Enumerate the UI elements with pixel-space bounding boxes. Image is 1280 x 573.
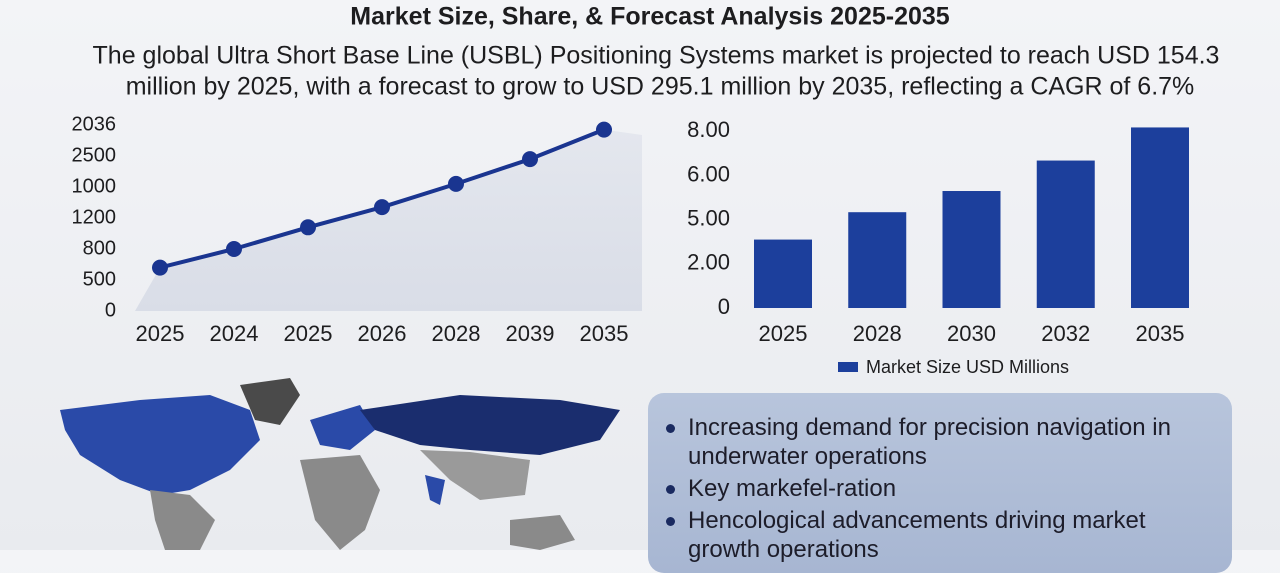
x-tick-label: 2028 <box>853 321 902 346</box>
y-tick-label: 2036 <box>72 113 117 135</box>
x-tick-label: 2025 <box>284 321 333 346</box>
x-tick-label: 2035 <box>580 321 629 346</box>
y-tick-label: 1000 <box>72 175 117 197</box>
y-tick-label: 0 <box>718 294 730 319</box>
legend-label: Market Size USD Millions <box>866 357 1069 377</box>
point <box>374 199 390 216</box>
y-tick-label: 500 <box>83 268 116 290</box>
bullet-list: Increasing demand for precision navigati… <box>666 413 1202 564</box>
bar <box>848 212 907 308</box>
y-tick-label: 2.00 <box>687 250 730 275</box>
bar <box>1036 160 1095 308</box>
map-russia <box>360 395 620 455</box>
map-africa <box>300 455 380 550</box>
x-tick-label: 2032 <box>1041 321 1090 346</box>
x-tick-label: 2039 <box>506 321 555 346</box>
y-tick-label: 5.00 <box>687 206 730 231</box>
x-tick-label: 2025 <box>759 321 808 346</box>
y-tick-label: 6.00 <box>687 161 730 186</box>
map-australia <box>510 515 575 550</box>
subtitle: The global Ultra Short Base Line (USBL) … <box>93 42 1220 70</box>
x-tick-label: 2024 <box>210 321 259 346</box>
y-tick-label: 1200 <box>72 206 117 228</box>
point <box>300 219 316 236</box>
infographic: Market Size, Share, & Forecast Analysis … <box>60 3 1220 550</box>
point <box>596 121 612 138</box>
map-north-america <box>60 395 260 495</box>
subtitle: million by 2025, with a forecast to grow… <box>126 73 1195 101</box>
legend-swatch <box>838 362 858 372</box>
bar <box>754 239 812 308</box>
x-tick-label: 2026 <box>358 321 407 346</box>
world-map <box>60 378 620 550</box>
point <box>152 259 168 276</box>
y-tick-label: 800 <box>83 237 116 259</box>
x-tick-label: 2035 <box>1136 321 1185 346</box>
map-india <box>425 475 445 505</box>
y-tick-label: 0 <box>105 299 116 321</box>
point <box>448 175 464 192</box>
bullet: Hencological advancements driving market… <box>666 506 1202 564</box>
bullet: Key markefel-ration <box>666 474 1202 503</box>
area <box>135 129 642 311</box>
x-tick-label: 2025 <box>136 321 185 346</box>
y-tick-label: 2500 <box>72 144 117 166</box>
bullet-box: Increasing demand for precision navigati… <box>648 393 1232 573</box>
bar <box>942 191 1001 308</box>
x-tick-label: 2030 <box>947 321 996 346</box>
map-south-america <box>150 490 215 550</box>
map-asia <box>420 450 530 500</box>
point <box>226 241 242 257</box>
point <box>522 151 538 168</box>
map-greenland <box>240 378 300 425</box>
x-tick-label: 2028 <box>432 321 481 346</box>
title: Market Size, Share, & Forecast Analysis … <box>350 3 949 31</box>
bar <box>1131 127 1189 308</box>
y-tick-label: 8.00 <box>687 117 730 142</box>
bullet: Increasing demand for precision navigati… <box>666 413 1202 471</box>
map-europe <box>310 405 375 450</box>
